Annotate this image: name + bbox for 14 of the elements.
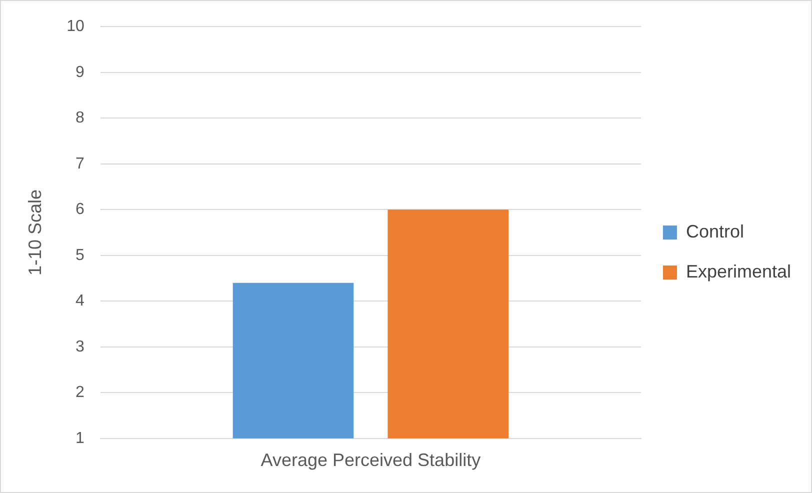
y-tick-label: 1 xyxy=(75,430,84,447)
y-tick-label: 4 xyxy=(75,292,84,310)
legend-label: Control xyxy=(686,221,744,242)
y-tick-label: 8 xyxy=(75,110,84,127)
y-tick-label: 6 xyxy=(75,201,84,218)
y-tick-label: 10 xyxy=(66,18,84,36)
y-tick-label: 3 xyxy=(75,338,84,356)
x-tick-label: Average Perceived Stability xyxy=(260,450,481,470)
y-axis-title: 1-10 Scale xyxy=(24,189,45,276)
y-tick-label: 2 xyxy=(75,384,84,402)
y-tick-label: 5 xyxy=(75,246,84,264)
y-tick-label: 7 xyxy=(75,155,84,172)
y-tick-label: 9 xyxy=(75,64,84,81)
legend-label: Experimental xyxy=(686,261,791,282)
